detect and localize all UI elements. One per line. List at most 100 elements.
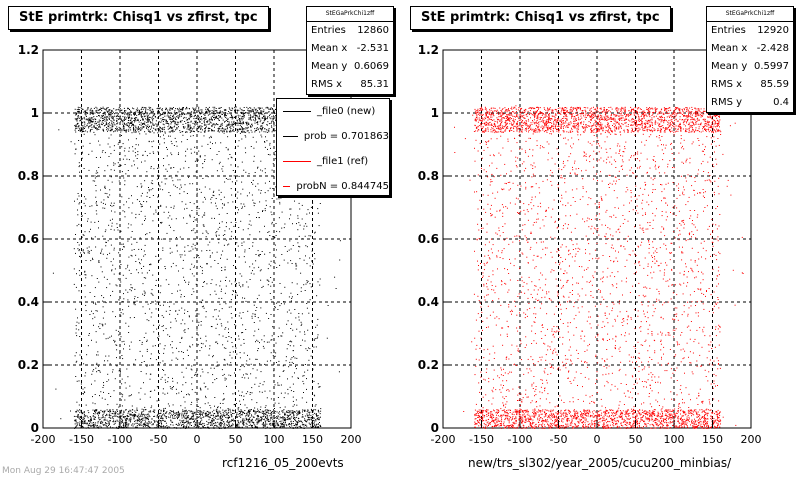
scatter-point [146,339,148,341]
scatter-point [194,359,196,361]
scatter-point [199,350,201,352]
scatter-point [187,416,189,418]
scatter-point [305,245,307,247]
scatter-point [207,123,209,125]
scatter-point [265,405,267,407]
scatter-point [125,422,127,424]
scatter-point [193,415,195,417]
scatter-point [209,405,211,406]
scatter-point [96,176,98,178]
scatter-point [150,358,152,360]
scatter-point [206,126,207,128]
scatter-point [274,355,276,357]
scatter-point [240,403,241,405]
scatter-point [86,112,88,114]
scatter-point [234,324,236,326]
scatter-point [176,127,178,128]
scatter-point [298,319,300,321]
scatter-point [205,413,207,415]
scatter-point [159,127,161,128]
scatter-point [209,121,211,123]
scatter-point [145,421,146,423]
scatter-point [178,111,180,113]
scatter-point [140,195,142,197]
scatter-point [261,287,263,288]
scatter-point [125,419,127,421]
scatter-point [302,339,303,341]
scatter-point [219,427,221,429]
scatter-point [108,124,110,126]
scatter-point [243,421,245,423]
scatter-point [151,125,152,127]
scatter-point [192,128,193,130]
scatter-point [201,419,203,421]
scatter-point [78,250,80,252]
scatter-point [175,412,177,414]
scatter-point [119,129,121,130]
scatter-point [166,411,168,413]
scatter-point [157,151,159,153]
scatter-point [286,348,288,350]
scatter-point [221,288,222,290]
scatter-point [251,399,253,401]
scatter-point [198,411,200,413]
scatter-point [87,250,89,252]
scatter-point [128,325,130,327]
scatter-point [81,358,83,360]
scatter-point [159,143,161,145]
scatter-point [201,306,203,308]
scatter-point [102,115,104,116]
scatter-point [178,126,179,128]
scatter-point [97,424,98,426]
scatter-point [220,125,222,127]
scatter-point [170,388,172,390]
scatter-point [163,128,165,130]
scatter-point [174,117,176,119]
scatter-point [130,122,132,124]
scatter-point [246,195,248,197]
scatter-point [237,212,239,214]
scatter-point [250,272,252,274]
scatter-point [251,108,253,110]
scatter-point [298,202,300,204]
scatter-point [277,415,279,417]
scatter-point [186,128,188,130]
scatter-point [299,224,301,226]
scatter-point [153,132,155,134]
scatter-point [289,386,291,388]
scatter-point [112,111,114,113]
scatter-point [281,254,283,255]
scatter-point [288,309,290,311]
scatter-point [127,114,129,116]
scatter-point [274,408,275,409]
scatter-point [135,359,137,361]
scatter-point [272,117,274,119]
scatter-point [218,127,220,129]
scatter-point [240,410,242,412]
scatter-point [291,357,293,359]
scatter-point [147,109,149,111]
scatter-point [93,413,94,415]
scatter-point [202,371,204,373]
scatter-point [284,406,286,408]
scatter-point [135,217,137,219]
scatter-point [118,422,120,424]
scatter-point [207,109,209,111]
scatter-point [95,364,97,366]
scatter-point [300,272,302,274]
scatter-point [240,118,242,120]
scatter-point [316,295,318,297]
scatter-point [167,126,169,128]
scatter-point [283,227,285,229]
scatter-point [227,136,229,138]
scatter-point [249,117,251,119]
scatter-point [94,403,96,405]
scatter-point [94,112,96,114]
scatter-point [194,123,196,125]
scatter-point [90,119,92,121]
scatter-point [200,388,202,390]
scatter-point [79,255,80,257]
scatter-point [281,335,283,337]
scatter-point [219,126,221,127]
scatter-point [163,304,164,306]
